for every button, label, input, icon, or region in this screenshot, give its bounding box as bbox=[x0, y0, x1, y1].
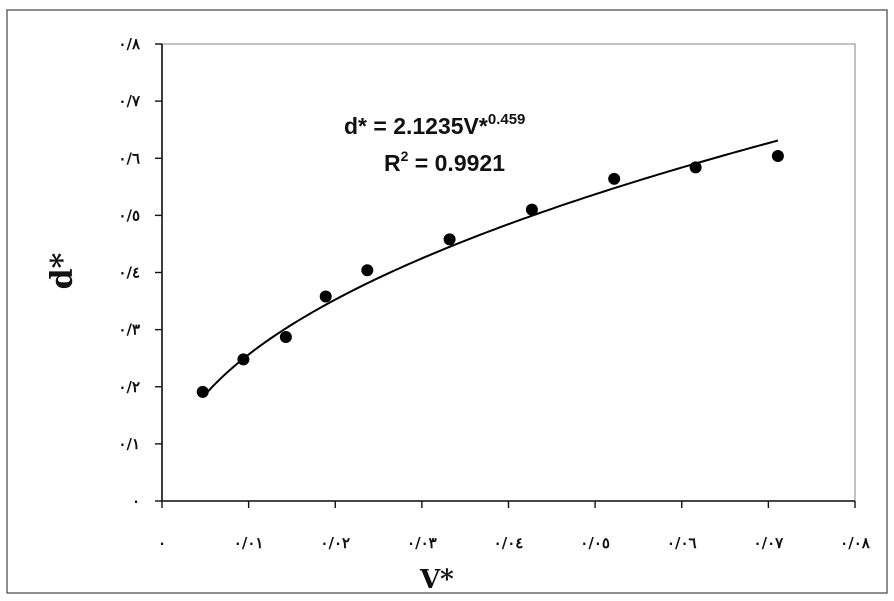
y-tick-label: ٠/٧ bbox=[118, 92, 141, 110]
x-axis-label: V* bbox=[419, 565, 454, 595]
r2-superscript: 2 bbox=[401, 148, 409, 164]
y-axis-label: d* bbox=[45, 252, 80, 289]
data-point bbox=[361, 264, 374, 277]
data-points bbox=[196, 149, 784, 398]
x-tick-label: ٠/٠٣ bbox=[407, 534, 437, 552]
trendline-equation: d* = 2.1235V*0.459 bbox=[344, 111, 525, 139]
x-tick-label: ٠/٠٢ bbox=[320, 534, 350, 552]
data-point bbox=[689, 161, 702, 174]
data-point bbox=[196, 385, 209, 398]
y-tick-label: ٠/٨ bbox=[118, 35, 141, 53]
x-tick-label: ٠/٠١ bbox=[234, 534, 264, 552]
y-tick-label: ٠/١ bbox=[118, 435, 140, 453]
r-squared-label: R2 = 0.9921 bbox=[384, 148, 505, 176]
y-tick-label: ٠/٥ bbox=[118, 206, 140, 224]
data-point bbox=[279, 331, 292, 344]
y-tick-label: ٠/٢ bbox=[118, 378, 140, 396]
data-point bbox=[771, 149, 784, 162]
trendline-group bbox=[201, 139, 779, 399]
y-tick-label: ٠/٤ bbox=[118, 264, 140, 282]
y-ticks: ٠ ٠/١ ٠/٢ ٠/٣ ٠/٤ ٠/٥ ٠/٦ ٠/٧ ٠/٨ bbox=[118, 35, 162, 510]
r2-prefix: R bbox=[384, 150, 401, 176]
data-point bbox=[525, 203, 538, 216]
data-point bbox=[237, 353, 250, 366]
x-tick-label: ٠ bbox=[158, 534, 166, 552]
equation-lhs: d* = 2.1235V* bbox=[344, 113, 488, 139]
equation-exponent: 0.459 bbox=[488, 111, 526, 128]
x-tick-label: ٠/٠٥ bbox=[580, 534, 610, 552]
x-tick-label: ٠/٠٧ bbox=[754, 534, 785, 552]
data-point bbox=[608, 172, 621, 185]
data-point bbox=[319, 290, 332, 303]
data-point bbox=[443, 233, 456, 246]
y-tick-label: ٠/٣ bbox=[118, 321, 140, 339]
trendline bbox=[201, 139, 779, 399]
x-tick-label: ٠/٠٤ bbox=[494, 534, 524, 552]
chart-border bbox=[6, 9, 888, 594]
y-tick-label: ٠ bbox=[132, 492, 140, 510]
x-tick-label: ٠/٠٨ bbox=[840, 534, 871, 552]
x-ticks: ٠ ٠/٠١ ٠/٠٢ ٠/٠٣ ٠/٠٤ ٠/٠٥ ٠/٠٦ ٠/٠٧ ٠/٠٨ bbox=[158, 501, 871, 552]
x-tick-label: ٠/٠٦ bbox=[667, 534, 697, 552]
r2-value: = 0.9921 bbox=[408, 150, 505, 176]
y-tick-label: ٠/٦ bbox=[118, 149, 140, 167]
